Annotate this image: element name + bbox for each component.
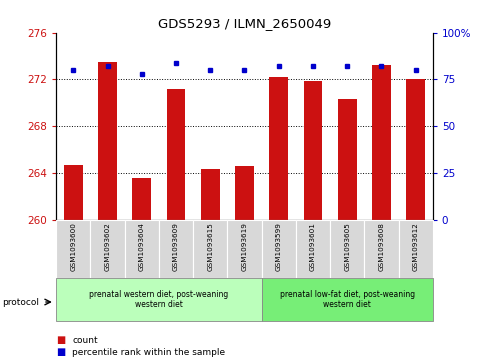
Text: GSM1093609: GSM1093609 (173, 223, 179, 272)
Bar (64, 165, 82, 220)
Bar (124, 220, 159, 278)
Text: ■: ■ (56, 335, 65, 346)
Text: prenatal western diet, post-weaning
western diet: prenatal western diet, post-weaning west… (89, 290, 228, 309)
Bar (98, 62, 117, 220)
Bar (56, 278, 261, 321)
Bar (398, 220, 432, 278)
Bar (406, 79, 424, 220)
Text: GSM1093619: GSM1093619 (241, 223, 247, 272)
Bar (235, 166, 253, 220)
Bar (90, 220, 124, 278)
Bar (201, 170, 219, 220)
Text: percentile rank within the sample: percentile rank within the sample (72, 348, 225, 356)
Bar (364, 220, 398, 278)
Bar (261, 278, 432, 321)
Text: GSM1093605: GSM1093605 (344, 223, 349, 272)
Text: GSM1093602: GSM1093602 (104, 223, 110, 272)
Title: GDS5293 / ILMN_2650049: GDS5293 / ILMN_2650049 (158, 17, 330, 30)
Bar (337, 99, 356, 220)
Text: GSM1093612: GSM1093612 (412, 223, 418, 272)
Text: GSM1093599: GSM1093599 (275, 223, 281, 272)
Text: count: count (72, 336, 98, 345)
Text: GSM1093600: GSM1093600 (70, 223, 76, 272)
Bar (261, 220, 295, 278)
Text: GSM1093615: GSM1093615 (207, 223, 213, 272)
Text: GSM1093601: GSM1093601 (309, 223, 315, 272)
Text: prenatal low-fat diet, post-weaning
western diet: prenatal low-fat diet, post-weaning west… (279, 290, 414, 309)
Bar (329, 220, 364, 278)
Bar (132, 178, 151, 220)
Text: ■: ■ (56, 347, 65, 357)
Bar (295, 220, 329, 278)
Bar (303, 81, 322, 220)
Bar (159, 220, 193, 278)
Bar (269, 77, 287, 220)
Text: GSM1093604: GSM1093604 (139, 223, 144, 272)
Bar (371, 65, 390, 220)
Bar (193, 220, 227, 278)
Bar (227, 220, 261, 278)
Bar (166, 89, 185, 220)
Bar (56, 220, 90, 278)
Text: protocol: protocol (2, 298, 40, 306)
Text: GSM1093608: GSM1093608 (378, 223, 384, 272)
